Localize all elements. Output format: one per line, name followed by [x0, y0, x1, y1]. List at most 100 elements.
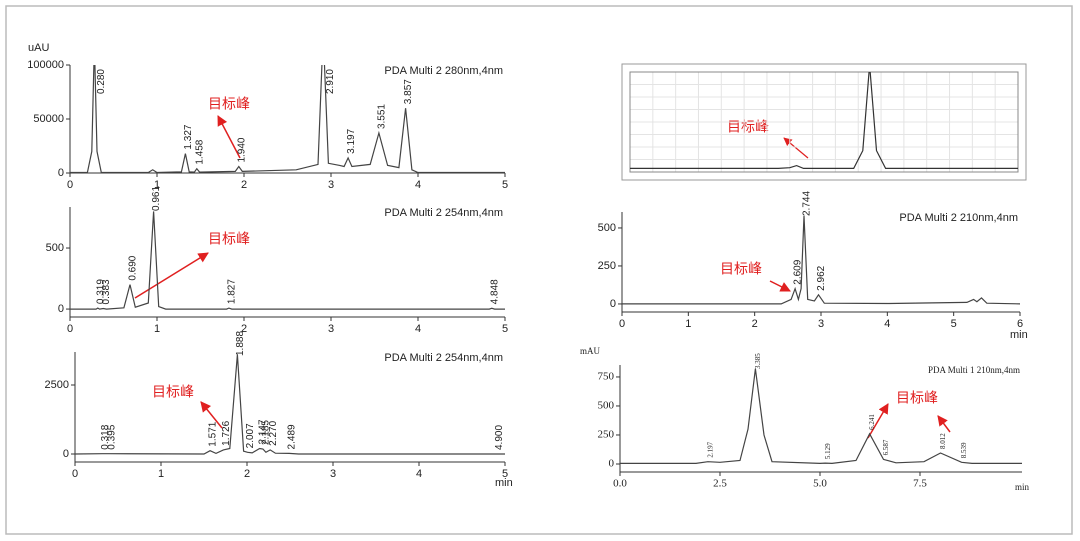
peak-label: 2.007	[245, 423, 256, 448]
peak-label: 1.726	[221, 420, 232, 445]
x-tick-label: 5	[502, 323, 508, 335]
arrow	[937, 415, 951, 433]
y-tick-label: 0	[63, 448, 69, 460]
y-tick-label: 500	[46, 242, 64, 254]
x-tick-label: 1	[158, 468, 164, 480]
annotation: 目标峰	[152, 384, 194, 400]
peak-label: 3.197	[346, 128, 357, 153]
peak-label: 2.185	[261, 420, 272, 445]
chart-title: PDA Multi 1 210nm,4nm	[928, 365, 1020, 375]
trace	[70, 65, 505, 173]
y-tick-label: 500	[598, 222, 616, 234]
chart-title: PDA Multi 2 280nm,4nm	[384, 65, 503, 77]
x-tick-label: 6	[1017, 318, 1023, 330]
trace	[622, 215, 1020, 305]
annotation: 目标峰	[208, 96, 250, 112]
peak-label: 1.327	[183, 124, 194, 149]
trace	[630, 72, 1018, 169]
x-tick-label: 4	[884, 318, 890, 330]
peak-label: 2.147	[257, 419, 268, 444]
y-tick-label: 2500	[45, 379, 69, 391]
peak-label: 4.900	[494, 425, 505, 450]
peak-label: 0.961	[151, 186, 162, 211]
trace	[620, 368, 1022, 465]
annotation: 目标峰	[208, 231, 250, 247]
peak-label: 8.012	[939, 433, 947, 449]
peak-label: 2.489	[287, 424, 298, 449]
arrow	[134, 252, 209, 299]
chart-title: PDA Multi 2 210nm,4nm	[899, 212, 1018, 224]
peak-label: 6.241	[868, 414, 876, 430]
chart-title: PDA Multi 2 254nm,4nm	[384, 352, 503, 364]
y-axis-label: mAU	[580, 346, 601, 356]
trace	[70, 211, 505, 310]
x-tick-label: 3	[330, 468, 336, 480]
peak-label: 3.385	[754, 353, 762, 369]
arrow	[867, 403, 889, 439]
y-tick-label: 0	[610, 298, 616, 310]
x-tick-label: 0	[67, 323, 73, 335]
x-axis-label: min	[1010, 329, 1028, 341]
x-tick-label: 5	[502, 179, 508, 191]
x-tick-label: 5.0	[813, 478, 827, 490]
peak-label: 3.857	[403, 79, 414, 104]
y-tick-label: 0	[58, 167, 64, 179]
peak-label: 2.910	[325, 69, 336, 94]
y-tick-label: 250	[598, 429, 615, 441]
x-tick-label: 2	[752, 318, 758, 330]
x-tick-label: 4	[416, 468, 422, 480]
arrow	[200, 401, 223, 429]
y-axis-label: uAU	[28, 42, 49, 54]
x-tick-label: 0	[67, 179, 73, 191]
peak-label: 0.383	[101, 279, 112, 304]
peak-label: 8.539	[960, 442, 968, 458]
arrow	[783, 137, 809, 159]
x-tick-label: 1	[154, 323, 160, 335]
x-axis-label: min	[495, 477, 513, 489]
peak-label: 4.848	[489, 279, 500, 304]
x-tick-label: 0	[619, 318, 625, 330]
y-tick-label: 100000	[27, 59, 64, 71]
x-tick-label: 3	[328, 179, 334, 191]
peak-label: 2.197	[706, 441, 714, 457]
arrow	[217, 115, 241, 159]
peak-label: 0.395	[107, 424, 118, 449]
trace	[75, 354, 505, 455]
x-tick-label: 5	[951, 318, 957, 330]
x-tick-label: 2	[241, 323, 247, 335]
peak-label: 3.551	[377, 104, 388, 129]
peak-label: 1.458	[194, 139, 205, 164]
peak-label: 1.827	[227, 279, 238, 304]
x-tick-label: 7.5	[913, 478, 927, 490]
y-tick-label: 0	[58, 303, 64, 315]
x-tick-label: 0.0	[613, 478, 627, 490]
peak-label: 0.318	[100, 424, 111, 449]
arrow	[769, 280, 791, 292]
x-tick-label: 4	[415, 179, 421, 191]
x-tick-label: 5	[502, 468, 508, 480]
y-tick-label: 750	[598, 370, 615, 382]
x-tick-label: 1	[685, 318, 691, 330]
chart-title: PDA Multi 2 254nm,4nm	[384, 207, 503, 219]
peak-label: 0.319	[95, 279, 106, 304]
annotation: 目标峰	[896, 390, 938, 406]
annotation: 目标峰	[727, 119, 769, 135]
peak-label: 2.962	[816, 265, 827, 290]
peak-label: 5.129	[824, 443, 832, 459]
plot-frame	[629, 71, 1019, 173]
peak-label: 6.587	[882, 439, 890, 455]
peak-label: 2.270	[268, 420, 279, 445]
y-tick-label: 500	[598, 399, 615, 411]
y-tick-label: 250	[598, 260, 616, 272]
peak-label: 1.940	[236, 137, 247, 162]
x-tick-label: 2	[244, 468, 250, 480]
peak-label: 0.280	[96, 69, 107, 94]
peak-label: 2.609	[793, 259, 804, 284]
x-tick-label: 1	[154, 179, 160, 191]
peak-label: 1.888	[235, 331, 246, 356]
x-tick-label: 0	[72, 468, 78, 480]
peak-label: 1.571	[208, 421, 219, 446]
x-axis-label: min	[1015, 482, 1030, 492]
x-tick-label: 3	[818, 318, 824, 330]
